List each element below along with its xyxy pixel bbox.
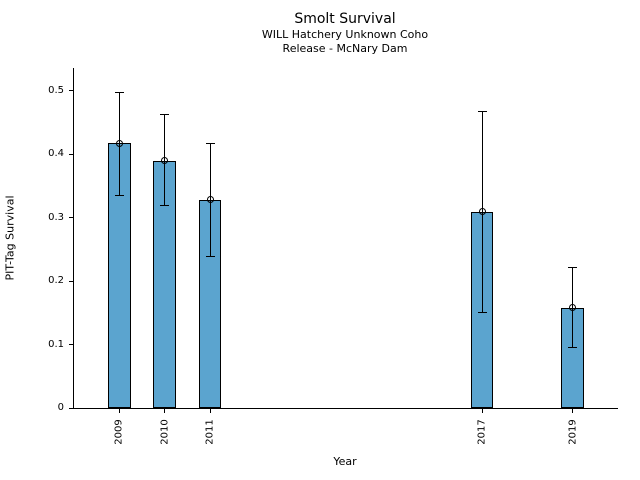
data-point-marker xyxy=(569,304,577,312)
error-cap-bottom xyxy=(568,347,578,349)
y-tick xyxy=(69,344,73,346)
chart-subtitle-line1: WILL Hatchery Unknown Coho xyxy=(261,28,429,41)
x-tick xyxy=(164,409,166,413)
x-tick-label: 2009 xyxy=(113,419,125,445)
x-tick xyxy=(118,409,120,413)
error-cap-top xyxy=(568,267,578,269)
error-cap-bottom xyxy=(160,205,170,207)
data-point-marker xyxy=(115,139,123,147)
y-tick xyxy=(69,90,73,92)
x-tick-label: 2010 xyxy=(159,419,171,445)
x-tick xyxy=(209,409,211,413)
y-axis-label: PIT-Tag Survival xyxy=(3,195,17,281)
x-tick xyxy=(481,409,483,413)
x-tick-label: 2019 xyxy=(567,419,579,445)
error-cap-top xyxy=(205,142,215,144)
error-cap-top xyxy=(114,92,124,94)
chart-subtitle-line2: Release - McNary Dam xyxy=(282,42,408,55)
y-tick-label: 0.5 xyxy=(48,84,64,96)
x-tick xyxy=(572,409,574,413)
y-tick xyxy=(69,153,73,155)
y-tick-label: 0.3 xyxy=(48,211,64,223)
data-point-marker xyxy=(478,208,486,216)
y-tick xyxy=(69,407,73,409)
plot-area: 0 0.1 0.2 0.3 0.4 0.5 2009 2010 2011 2017 2019 xyxy=(48,68,618,445)
y-tick-label: 0.1 xyxy=(48,338,64,350)
y-tick xyxy=(69,217,73,219)
x-tick-label: 2011 xyxy=(204,419,216,445)
data-point-marker xyxy=(206,196,214,204)
y-tick-label: 0.2 xyxy=(48,275,64,287)
x-axis-label: Year xyxy=(333,455,357,468)
chart-title: Smolt Survival xyxy=(294,11,396,27)
y-tick-label: 0 xyxy=(57,402,64,413)
chart-header: Smolt Survival WILL Hatchery Unknown Coh… xyxy=(73,10,617,56)
error-cap-bottom xyxy=(114,195,124,197)
data-point-marker xyxy=(161,157,169,165)
error-cap-top xyxy=(160,113,170,115)
y-tick xyxy=(69,280,73,282)
error-cap-bottom xyxy=(205,256,215,258)
error-cap-top xyxy=(477,111,487,113)
y-tick-label: 0.4 xyxy=(48,148,64,160)
x-tick-label: 2017 xyxy=(476,419,488,445)
error-cap-bottom xyxy=(477,311,487,313)
